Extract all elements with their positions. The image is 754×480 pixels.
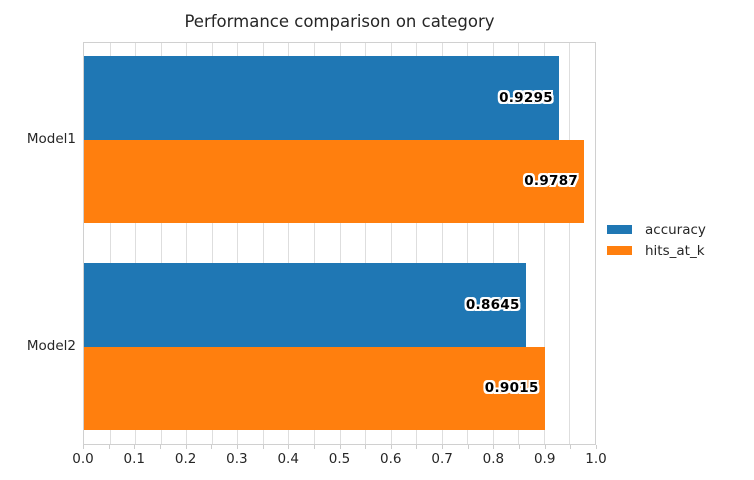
bar-hits_at_k-Model1: 0.9787: [84, 139, 585, 223]
x-tick-mark: [416, 445, 418, 449]
gridline: [390, 43, 392, 444]
gridline: [365, 43, 367, 444]
x-tick-mark: [467, 445, 469, 449]
legend-swatch-accuracy: [607, 225, 632, 234]
x-tick-mark: [211, 445, 213, 449]
chart-title: Performance comparison on category: [184, 12, 495, 31]
gridline: [237, 43, 239, 444]
x-tick-mark: [313, 445, 315, 449]
x-tick-label-0.7: 0.7: [431, 451, 453, 467]
y-tick-label-Model1: Model1: [26, 130, 76, 147]
bar-value-label: 0.9015: [484, 380, 539, 397]
x-tick-label-0.5: 0.5: [328, 451, 351, 467]
legend-item-accuracy: accuracy: [607, 219, 706, 240]
x-tick-label-1.0: 1.0: [585, 451, 607, 467]
x-tick-label-0.3: 0.3: [226, 451, 248, 467]
bar-accuracy-Model2: 0.8645: [84, 263, 526, 347]
x-tick-label-0.6: 0.6: [380, 451, 402, 467]
gridline: [569, 43, 571, 444]
plot-area: 0.9295 0.9787 0.8645 0.9015: [83, 42, 596, 445]
x-tick-label-0.4: 0.4: [277, 451, 299, 467]
gridline: [416, 43, 418, 444]
x-tick-mark: [570, 445, 572, 449]
gridline: [313, 43, 315, 444]
x-tick-mark: [390, 445, 392, 449]
x-tick-mark: [159, 445, 161, 449]
gridline: [467, 43, 469, 444]
x-tick-mark: [134, 445, 136, 449]
gridline: [186, 43, 188, 444]
x-tick-mark: [108, 445, 110, 449]
gridline: [288, 43, 290, 444]
x-tick-mark: [339, 445, 341, 449]
gridline: [492, 43, 494, 444]
x-tick-mark: [262, 445, 264, 449]
legend: accuracy hits_at_k: [607, 219, 706, 261]
bar-value-label: 0.9295: [499, 89, 553, 106]
x-tick-label-0.8: 0.8: [482, 451, 505, 467]
gridline: [160, 43, 162, 444]
x-tick-label-0.2: 0.2: [174, 451, 197, 467]
legend-swatch-hits_at_k: [607, 246, 632, 255]
x-tick-mark: [596, 445, 597, 449]
gridline: [543, 43, 545, 444]
x-tick-mark: [544, 445, 546, 449]
x-tick-mark: [493, 445, 495, 449]
x-tick-mark: [288, 445, 290, 449]
bar-value-label: 0.8645: [465, 296, 520, 313]
legend-item-hits_at_k: hits_at_k: [607, 240, 706, 261]
x-tick-mark: [519, 445, 521, 449]
x-tick-mark: [442, 445, 444, 449]
gridline: [135, 43, 137, 444]
x-tick-mark: [185, 445, 187, 449]
legend-label-accuracy: accuracy: [645, 221, 706, 238]
x-tick-mark: [236, 445, 238, 449]
bar-value-label: 0.9787: [524, 173, 579, 190]
x-tick-mark: [83, 445, 84, 449]
y-axis-labels: Model1 Model2: [0, 0, 76, 480]
bar-accuracy-Model1: 0.9295: [84, 56, 559, 140]
x-tick-mark: [365, 445, 367, 449]
gridline: [518, 43, 520, 444]
x-tick-label-0.9: 0.9: [533, 451, 556, 467]
gridline: [262, 43, 264, 444]
y-tick-label-Model2: Model2: [26, 337, 76, 354]
legend-label-hits_at_k: hits_at_k: [645, 242, 705, 259]
gridline: [109, 43, 111, 444]
gridline: [211, 43, 213, 444]
bar-hits_at_k-Model2: 0.9015: [84, 346, 545, 430]
gridline: [441, 43, 443, 444]
gridline: [339, 43, 341, 444]
x-tick-label-0.1: 0.1: [123, 451, 146, 467]
